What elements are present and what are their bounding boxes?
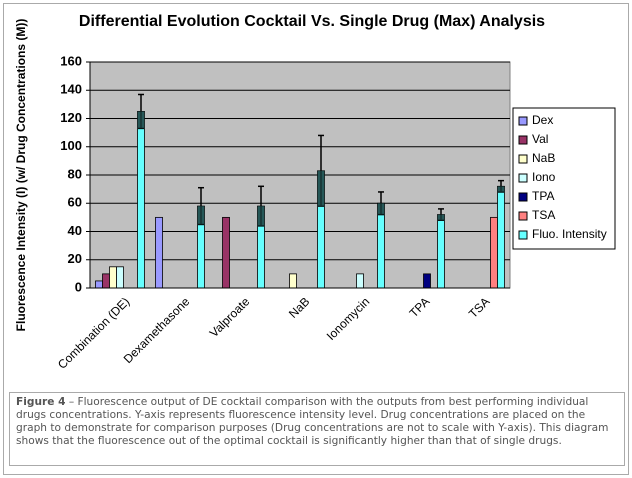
chart: Differential Evolution Cocktail Vs. Sing… (14, 13, 616, 372)
y-tick-label: 80 (68, 166, 82, 181)
bar (356, 273, 364, 289)
bar (423, 273, 431, 289)
legend (512, 107, 616, 250)
y-tick-label: 20 (68, 251, 82, 266)
legend-label: Dex (532, 113, 553, 127)
error-shade (318, 170, 324, 207)
y-axis-label: Fluorescence Intensity (I) (w/ Drug Conc… (14, 19, 28, 332)
legend-swatch (518, 116, 528, 126)
bar (289, 273, 297, 289)
caption-text: – Fluorescence output of DE cocktail com… (16, 396, 609, 447)
bar (102, 273, 110, 289)
x-tick-label: NaB (286, 294, 312, 320)
legend-label: Val (532, 132, 548, 146)
legend-label: TSA (532, 208, 555, 222)
frame (3, 3, 629, 475)
bar (490, 216, 498, 289)
legend-swatch (518, 230, 528, 240)
bar (497, 185, 505, 289)
legend-swatch (518, 173, 528, 183)
x-tick-label: TSA (466, 294, 492, 320)
legend-label: Iono (532, 170, 556, 184)
error-bar (198, 186, 204, 226)
y-tick-label: 120 (60, 110, 82, 125)
error-bar (498, 179, 504, 193)
error-shade (258, 206, 264, 226)
bar (437, 214, 445, 289)
y-tick-label: 140 (60, 82, 82, 97)
legend-label: NaB (532, 151, 555, 165)
error-bar (378, 191, 384, 216)
bar (109, 266, 117, 289)
bar (377, 202, 385, 289)
caption: Figure 4 – Fluorescence output of DE coc… (9, 392, 625, 466)
y-tick-label: 40 (68, 223, 82, 238)
bar (116, 266, 124, 289)
bar (155, 216, 163, 289)
error-shade (378, 203, 384, 215)
error-bar (318, 134, 324, 207)
x-tick-label: Valproate (207, 294, 253, 340)
error-shade (198, 206, 204, 225)
bar (137, 111, 145, 289)
legend-swatch (518, 192, 528, 202)
y-tick-label: 0 (75, 279, 82, 294)
x-tick-label: Combination (DE) (55, 294, 132, 371)
legend-label: TPA (532, 189, 554, 203)
legend-swatch (518, 154, 528, 164)
error-shade (138, 111, 144, 129)
x-tick-label: TPA (407, 294, 433, 320)
x-tick-label: Ionomycin (324, 294, 373, 343)
y-tick-label: 60 (68, 195, 82, 210)
legend-swatch (518, 211, 528, 221)
error-bar (138, 93, 144, 130)
error-bar (258, 185, 264, 227)
y-tick-label: 160 (60, 53, 82, 68)
error-shade (498, 186, 504, 192)
y-tick-label: 100 (60, 138, 82, 153)
caption-label: Figure 4 (16, 396, 66, 408)
legend-swatch (518, 135, 528, 145)
error-shade (438, 214, 444, 221)
bar (222, 216, 230, 289)
error-bar (438, 208, 444, 221)
bar (95, 280, 103, 289)
chart-title: Differential Evolution Cocktail Vs. Sing… (79, 13, 545, 30)
legend-label: Fluo. Intensity (532, 227, 607, 241)
